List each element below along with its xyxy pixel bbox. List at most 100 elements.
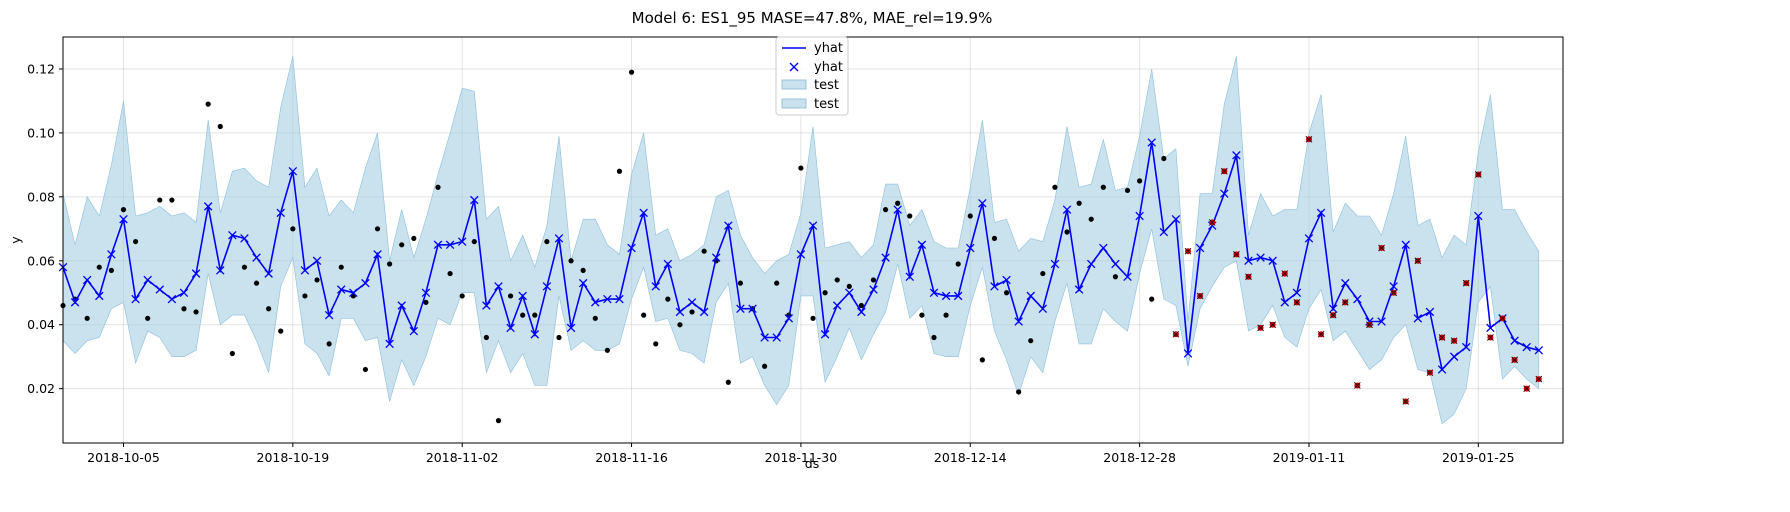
actual-point: [326, 341, 332, 347]
yhat-marker: [336, 285, 346, 294]
actual-point: [1149, 296, 1155, 302]
test-point: [1233, 251, 1240, 258]
yhat-marker: [240, 234, 249, 243]
actual-point: [459, 293, 465, 299]
yhat-marker: [1461, 342, 1471, 352]
y-axis-label: y: [8, 236, 23, 244]
actual-point: [471, 238, 477, 245]
yhat-marker: [953, 291, 963, 301]
legend-yhat-line-label: yhat: [814, 41, 843, 56]
yhat-marker: [784, 314, 794, 323]
test-point: [1535, 375, 1543, 383]
y-tick-label: 0.06: [27, 253, 55, 268]
yhat-marker: [1074, 285, 1084, 294]
yhat-marker: [699, 307, 709, 317]
x-tick-label: 2018-11-30: [765, 450, 838, 465]
yhat-marker: [651, 282, 661, 291]
test-point: [1269, 321, 1277, 329]
actual-point: [1028, 338, 1034, 344]
yhat-marker: [1123, 272, 1132, 282]
yhat-marker: [869, 285, 878, 294]
test-point: [1462, 279, 1470, 287]
yhat-marker: [760, 333, 769, 342]
x-tick-label: 2018-11-16: [595, 450, 668, 465]
actual-point: [628, 69, 635, 75]
actual-point: [507, 293, 514, 299]
yhat-marker: [566, 323, 576, 333]
yhat-marker: [905, 272, 915, 282]
yhat-marker: [832, 301, 842, 310]
yhat-marker: [1425, 307, 1435, 317]
yhat-marker: [881, 253, 890, 262]
actual-point: [193, 309, 199, 315]
yhat-marker: [203, 202, 213, 211]
actual-point: [1076, 200, 1082, 206]
test-point: [1499, 314, 1506, 322]
yhat-marker: [506, 323, 515, 333]
yhat-marker: [530, 330, 540, 339]
actual-point: [580, 267, 586, 273]
actual-point: [858, 302, 864, 309]
actual-point: [362, 366, 369, 373]
actual-point: [302, 293, 308, 299]
test-point: [1511, 356, 1518, 364]
yhat-marker: [675, 307, 685, 317]
actual-point: [870, 277, 877, 283]
yhat-marker: [252, 253, 261, 262]
actual-point: [1100, 184, 1106, 190]
yhat-marker: [361, 278, 370, 288]
x-tick-label: 2018-10-05: [87, 450, 160, 465]
test-point: [1402, 398, 1410, 405]
test-point: [1438, 334, 1446, 341]
test-point: [1378, 244, 1385, 252]
actual-point: [931, 334, 937, 341]
yhat-marker: [1522, 342, 1531, 352]
test-point: [1172, 330, 1180, 338]
actual-point: [374, 226, 381, 232]
yhat-marker: [179, 288, 189, 298]
yhat-marker: [724, 221, 733, 230]
actual-point: [253, 280, 260, 286]
actual-point: [955, 261, 961, 267]
y-tick-label: 0.04: [27, 317, 55, 332]
actual-point: [725, 379, 731, 385]
yhat-marker: [1050, 259, 1060, 269]
actual-point: [1124, 187, 1131, 194]
actual-point: [483, 334, 489, 341]
actual-point: [544, 238, 550, 245]
yhat-marker: [639, 208, 648, 218]
yhat-marker: [687, 298, 697, 307]
legend-test-label-1: test: [814, 78, 839, 93]
yhat-marker: [590, 298, 600, 307]
actual-point: [1137, 178, 1143, 184]
legend-yhat-marker-swatch: [789, 62, 799, 72]
yhat-marker: [1377, 317, 1386, 326]
yhat-marker: [941, 291, 951, 301]
actual-point: [132, 238, 139, 245]
yhat-marker: [385, 339, 394, 349]
actual-points: [60, 69, 1167, 424]
yhat-marker: [627, 243, 636, 253]
actual-point: [217, 123, 223, 130]
yhat-marker: [1449, 352, 1459, 361]
x-tick-label: 2019-01-11: [1273, 450, 1346, 465]
yhat-marker: [978, 198, 987, 208]
actual-point: [1003, 290, 1010, 296]
yhat-marker: [663, 259, 673, 269]
actual-point: [290, 226, 296, 232]
actual-point: [532, 312, 538, 318]
x-tick-label: 2018-10-19: [257, 450, 330, 465]
test-point: [1450, 337, 1458, 345]
test-point: [1293, 298, 1301, 306]
yhat-marker: [1256, 253, 1265, 262]
test-point: [1414, 257, 1422, 265]
legend-test-swatch-2: [781, 98, 807, 109]
actual-point: [241, 264, 248, 270]
yhat-marker: [276, 208, 286, 218]
yhat-marker: [1171, 214, 1181, 224]
yhat-marker: [445, 240, 455, 250]
actual-point: [943, 312, 949, 318]
test-point: [1208, 219, 1216, 226]
x-axis-ticks: 2018-10-05 2018-10-19 2018-11-02 2018-11-16…: [87, 443, 1515, 465]
actual-point: [774, 280, 780, 286]
